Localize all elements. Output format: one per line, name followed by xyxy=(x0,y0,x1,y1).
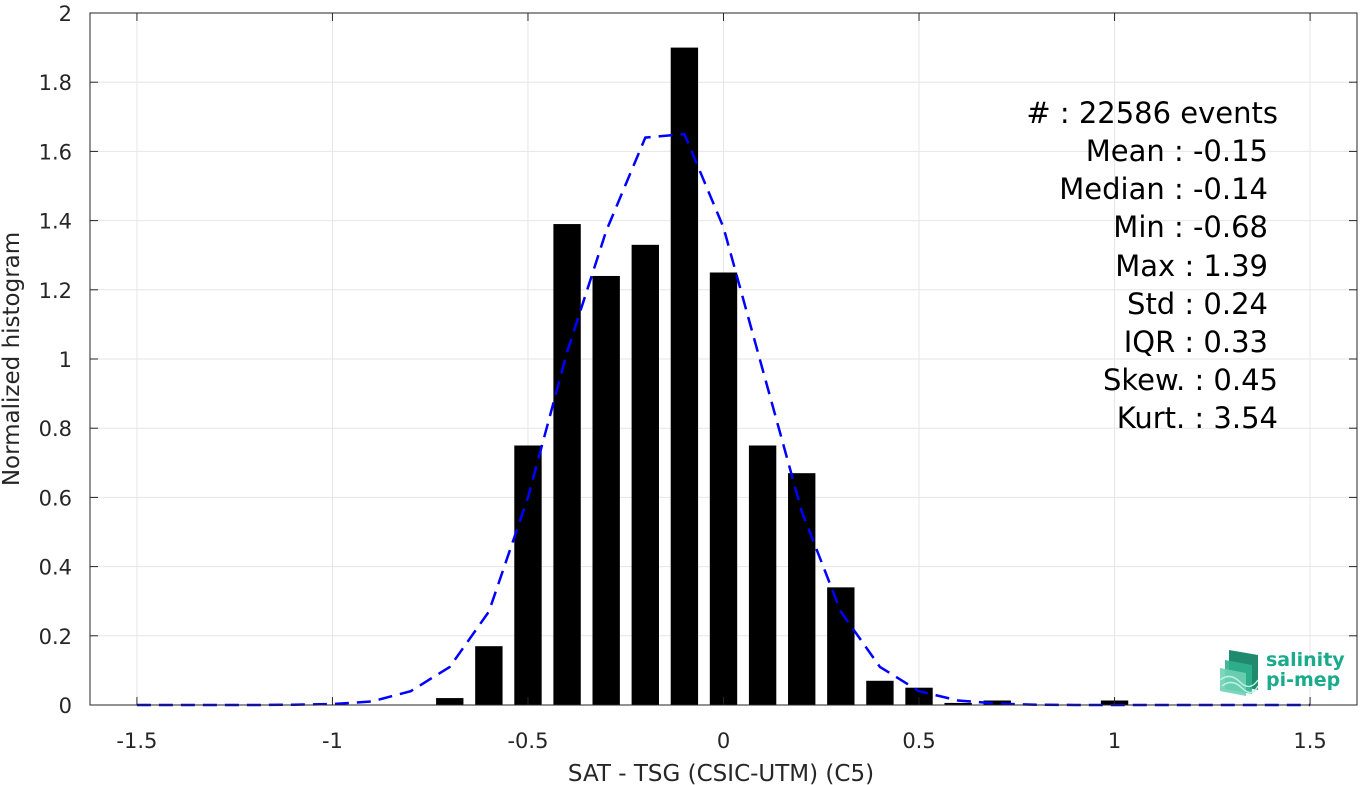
y-tick-label: 0.8 xyxy=(39,417,72,441)
y-tick-label: 1.2 xyxy=(39,279,72,303)
logo-waves-icon xyxy=(1219,650,1259,696)
histogram-bar xyxy=(944,702,972,705)
y-tick-label: 0.2 xyxy=(39,625,72,649)
x-tick-label: -0.5 xyxy=(507,729,548,753)
y-axis-ticks: 0 0.2 0.4 0.6 0.8 1 1.2 1.4 1.6 1.8 2 xyxy=(39,2,1357,718)
stat-skew: Skew. : 0.45 xyxy=(1103,363,1278,397)
logo-line2: pi-mep xyxy=(1266,669,1340,691)
stat-iqr: IQR : 0.33 xyxy=(1124,325,1268,359)
stat-std: Std : 0.24 xyxy=(1127,287,1268,321)
histogram-bar xyxy=(983,700,1011,705)
bars xyxy=(436,47,1129,706)
histogram-bar xyxy=(475,646,503,705)
stat-mean: Mean : -0.15 xyxy=(1086,134,1268,168)
y-tick-label: 1.8 xyxy=(39,71,72,95)
y-tick-label: 1.6 xyxy=(39,140,72,164)
stat-min: Min : -0.68 xyxy=(1113,210,1268,244)
histogram-bar xyxy=(592,275,620,705)
stat-median: Median : -0.14 xyxy=(1059,172,1268,206)
x-tick-label: 0 xyxy=(717,729,730,753)
histogram-bar xyxy=(436,698,464,705)
y-tick-label: 2 xyxy=(59,2,72,26)
stat-kurt: Kurt. : 3.54 xyxy=(1117,401,1278,435)
stat-events: # : 22586 events xyxy=(1026,96,1278,130)
histogram-bar xyxy=(553,224,581,705)
x-axis-label: SAT - TSG (CSIC-UTM) (C5) xyxy=(568,761,874,785)
x-tick-label: 1 xyxy=(1108,729,1121,753)
y-tick-label: 0 xyxy=(59,694,72,718)
y-tick-label: 1 xyxy=(59,348,72,372)
x-tick-label: -1 xyxy=(322,729,343,753)
histogram-bar xyxy=(748,445,777,705)
histogram-bar xyxy=(866,680,894,705)
x-axis-ticks: -1.5 -1 -0.5 0 0.5 1 1.5 xyxy=(116,13,1327,753)
histogram-bar xyxy=(514,445,542,705)
y-axis-label: Normalized histogram xyxy=(0,232,25,486)
salinity-pimep-logo: salinity pi-mep xyxy=(1219,649,1345,696)
y-tick-label: 1.4 xyxy=(39,210,72,234)
x-tick-label: 1.5 xyxy=(1293,729,1326,753)
y-tick-label: 0.6 xyxy=(39,486,72,510)
x-tick-label: 0.5 xyxy=(902,729,935,753)
histogram-bar xyxy=(827,587,855,705)
y-tick-label: 0.4 xyxy=(39,556,72,580)
histogram-bar xyxy=(670,47,699,706)
logo-line1: salinity xyxy=(1266,649,1345,671)
stats-annotation: # : 22586 events Mean : -0.15 Median : -… xyxy=(1026,96,1278,435)
histogram-bar xyxy=(709,272,738,705)
x-tick-label: -1.5 xyxy=(116,729,157,753)
histogram-bar xyxy=(631,244,659,705)
stat-max: Max : 1.39 xyxy=(1115,249,1268,283)
